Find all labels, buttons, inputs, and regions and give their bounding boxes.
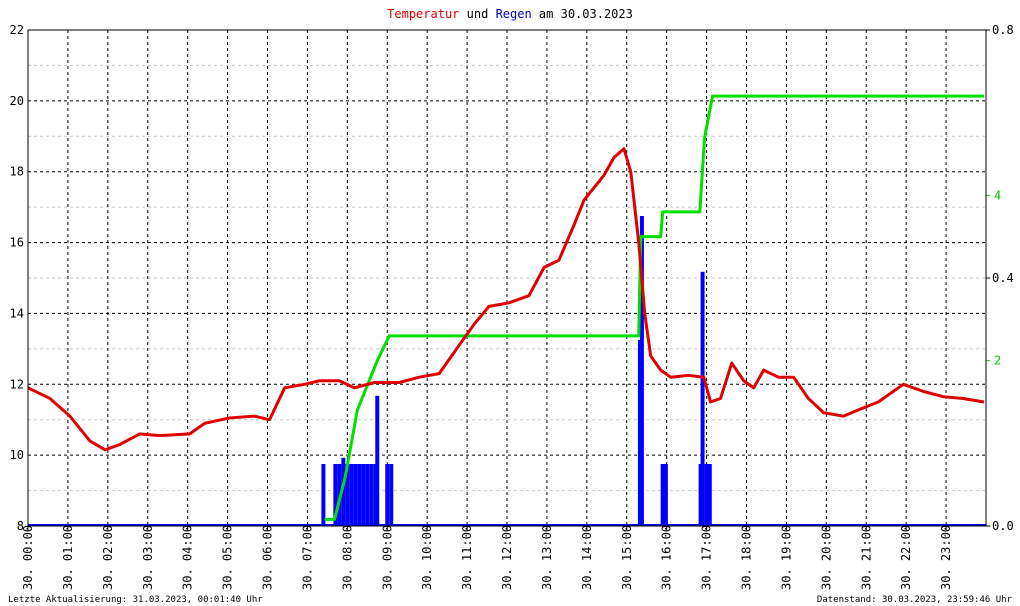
bar xyxy=(707,464,712,526)
x-tick-label: 30. 22:00 xyxy=(899,525,913,590)
x-tick-label: 30. 09:00 xyxy=(380,525,394,590)
x-tick-label: 30. 10:00 xyxy=(420,525,434,590)
x-tick-label: 30. 14:00 xyxy=(580,525,594,590)
bar xyxy=(353,464,358,526)
bar xyxy=(365,464,370,526)
bar xyxy=(349,464,354,526)
bar xyxy=(341,457,346,526)
title-part: und xyxy=(467,7,489,21)
bar xyxy=(361,464,366,526)
x-tick-label: 30. 04:00 xyxy=(181,525,195,590)
bar xyxy=(345,464,350,526)
y-tick-label: 18 xyxy=(10,165,24,179)
bar xyxy=(700,271,705,526)
chart-title: Temperatur und Regen am 30.03.2023 xyxy=(387,7,633,21)
y3-tick-label: 2 xyxy=(994,354,1001,368)
title-part: Regen xyxy=(496,7,532,21)
y3-tick-label: 4 xyxy=(994,188,1001,202)
bar xyxy=(389,464,394,526)
y-tick-label: 16 xyxy=(10,236,24,250)
bar xyxy=(663,464,668,526)
x-tick-label: 30. 02:00 xyxy=(101,525,115,590)
y-tick-label: 20 xyxy=(10,94,24,108)
bar xyxy=(375,395,380,526)
footer-left: Letzte Aktualisierung: 31.03.2023, 00:01… xyxy=(8,595,263,605)
x-tick-label: 30. 12:00 xyxy=(500,525,514,590)
footer-right: Datenstand: 30.03.2023, 23:59:46 Uhr xyxy=(817,595,1013,605)
x-tick-label: 30. 08:00 xyxy=(340,525,354,590)
y-tick-label: 22 xyxy=(10,23,24,37)
y-tick-label: 14 xyxy=(10,306,24,320)
bar xyxy=(385,464,390,526)
title-part: am 30.03.2023 xyxy=(539,7,633,21)
x-tick-label: 30. 15:00 xyxy=(620,525,634,590)
bar xyxy=(333,464,338,526)
x-tick-label: 30. 07:00 xyxy=(300,525,314,590)
title-part: Temperatur xyxy=(387,7,459,21)
bar xyxy=(704,464,709,526)
x-tick-label: 30. 05:00 xyxy=(221,525,235,590)
bar xyxy=(357,464,362,526)
line xyxy=(27,147,985,452)
x-tick-label: 30. 13:00 xyxy=(540,525,554,590)
y-tick-label: 10 xyxy=(10,448,24,462)
y2-tick-label: 0.0 xyxy=(992,519,1014,533)
x-tick-label: 30. 16:00 xyxy=(660,525,674,590)
x-tick-label: 30. 18:00 xyxy=(740,525,754,590)
y2-tick-label: 0.8 xyxy=(992,23,1014,37)
bar xyxy=(321,464,326,526)
bar xyxy=(369,464,374,526)
y-tick-label: 8 xyxy=(17,519,24,533)
x-tick-label: 30. 11:00 xyxy=(460,525,474,590)
bar xyxy=(660,464,665,526)
line xyxy=(324,94,984,521)
x-tick-label: 30. 00:00 xyxy=(21,525,35,590)
plot-frame xyxy=(27,29,987,527)
x-tick-label: 30. 01:00 xyxy=(61,525,75,590)
x-tick-label: 30. 06:00 xyxy=(261,525,275,590)
y2-tick-label: 0.4 xyxy=(992,271,1014,285)
y-tick-label: 12 xyxy=(10,377,24,391)
x-tick-label: 30. 23:00 xyxy=(939,525,953,590)
x-tick-label: 30. 19:00 xyxy=(779,525,793,590)
x-tick-label: 30. 17:00 xyxy=(700,525,714,590)
x-tick-label: 30. 03:00 xyxy=(141,525,155,590)
x-tick-label: 30. 20:00 xyxy=(819,525,833,590)
bar xyxy=(639,216,644,526)
x-tick-label: 30. 21:00 xyxy=(859,525,873,590)
